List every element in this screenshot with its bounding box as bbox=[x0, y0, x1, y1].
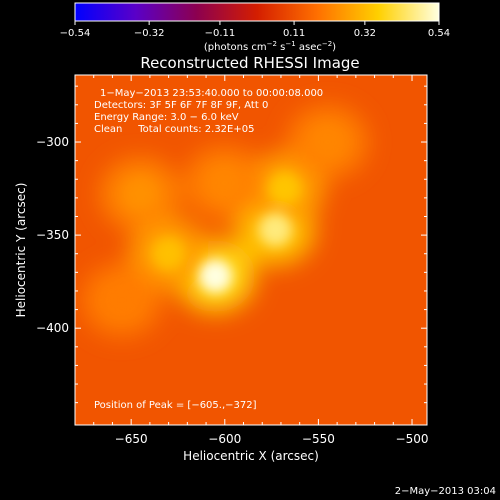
y-tick-label: −350 bbox=[36, 228, 69, 242]
x-tick-label: −500 bbox=[396, 432, 429, 446]
colorbar-tick-label: −0.32 bbox=[134, 28, 165, 39]
x-axis-ticks: −650 −600 −550 −500 bbox=[74, 75, 429, 446]
y-axis-ticks: −300 −350 −400 bbox=[36, 85, 427, 404]
y-axis-label: Heliocentric Y (arcsec) bbox=[14, 183, 28, 318]
colorbar-tick-label: −0.54 bbox=[60, 28, 91, 39]
annotation-clean-counts: Clean Total counts: 2.32E+05 bbox=[94, 124, 254, 135]
annotation-peak-position: Position of Peak = [−605.,−372] bbox=[94, 400, 257, 411]
colorbar-ticks: −0.54 −0.32 −0.11 0.11 0.32 0.54 bbox=[60, 21, 450, 39]
emission-source-core bbox=[310, 125, 345, 159]
colorbar bbox=[74, 2, 440, 22]
annotation-detectors: Detectors: 3F 5F 6F 7F 8F 9F, Att 0 bbox=[94, 100, 268, 111]
emission-source-core bbox=[123, 177, 158, 212]
x-axis-label: Heliocentric X (arcsec) bbox=[183, 449, 319, 463]
emission-source-core bbox=[207, 166, 242, 200]
emission-source-core bbox=[151, 236, 186, 271]
chart-title: Reconstructed RHESSI Image bbox=[140, 54, 359, 72]
x-tick-label: −600 bbox=[208, 432, 241, 446]
colorbar-unit-label: (photons cm−2 s−1 asec−2) bbox=[204, 40, 336, 53]
x-tick-label: −550 bbox=[302, 432, 335, 446]
emission-source-core bbox=[258, 212, 293, 247]
emission-source-core bbox=[104, 283, 139, 318]
colorbar-tick-label: 0.54 bbox=[428, 28, 450, 39]
plot-frame bbox=[74, 74, 428, 426]
colorbar-tick-label: 0.11 bbox=[283, 28, 305, 39]
colorbar-tick-label: 0.32 bbox=[354, 28, 376, 39]
colorbar-tick-label: −0.11 bbox=[205, 28, 236, 39]
emission-source-core bbox=[198, 259, 233, 293]
annotation-time-range: 1−May−2013 23:53:40.000 to 00:00:08.000 bbox=[100, 88, 323, 99]
x-tick-label: −650 bbox=[115, 432, 148, 446]
emission-source-core bbox=[267, 171, 302, 206]
y-tick-label: −400 bbox=[36, 321, 69, 335]
y-tick-label: −300 bbox=[36, 135, 69, 149]
plot-area bbox=[75, 75, 427, 425]
annotation-energy-range: Energy Range: 3.0 − 6.0 keV bbox=[94, 112, 239, 123]
footer-timestamp: 2−May−2013 03:04 bbox=[395, 486, 496, 497]
